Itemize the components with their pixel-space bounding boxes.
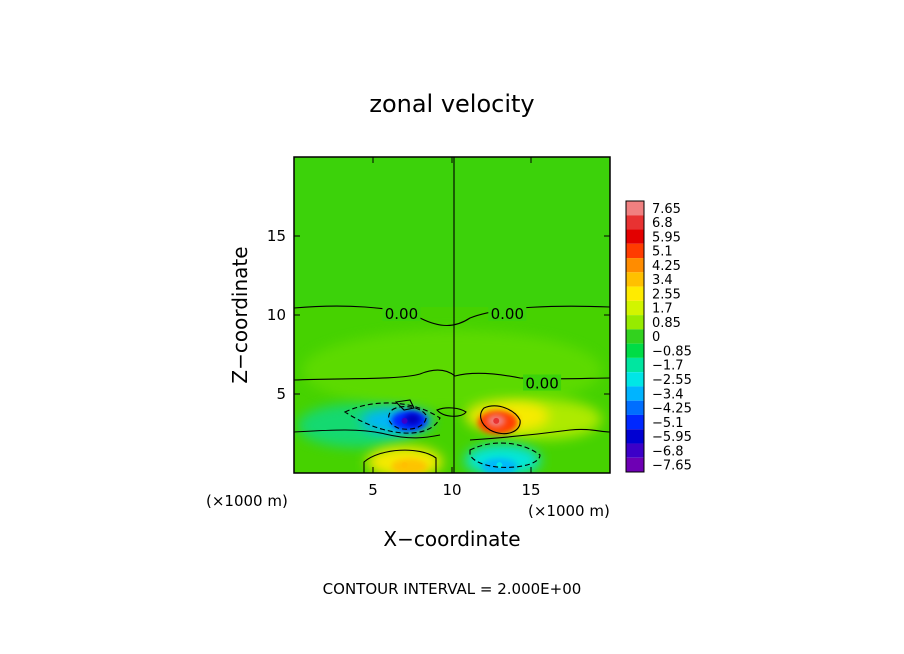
colorbar-swatch [626,400,644,415]
colorbar-swatch [626,429,644,444]
colorbar-swatch [626,343,644,358]
colorbar-swatch [626,386,644,401]
colorbar-label: 5.1 [652,245,673,260]
y-tick-label: 10 [267,306,286,324]
colorbar-swatch [626,443,644,458]
footer-note: CONTOUR INTERVAL = 2.000E+00 [323,580,582,598]
colorbar-label: −5.1 [652,416,684,431]
field-shade [404,413,421,426]
contour-lines [294,157,610,473]
colorbar-label: 6.8 [652,216,673,231]
contour-line [394,399,415,411]
colorbar-label: −5.95 [652,430,692,445]
colorbar-swatch [626,315,644,330]
contour-line [480,405,521,435]
colorbar-label: 7.65 [652,202,681,217]
contour-label-bg [523,374,562,391]
colorbar-swatch [626,229,644,244]
colorbar-label: −2.55 [652,373,692,388]
colorbar-label: 1.7 [652,302,673,317]
colorbar-label: −1.7 [652,359,684,374]
heatmap-field [294,157,610,473]
colorbar-swatch [626,201,644,216]
y-tick-label: 5 [276,385,286,403]
contour-line [388,406,427,430]
contour-label: 0.00 [491,305,524,323]
contour-label-layer: 0.00 0.00 0.00 [382,305,562,393]
axes: 5 10 15 5 10 15 [267,157,610,499]
chart-title: zonal velocity [369,90,534,118]
colorbar-label: 4.25 [652,259,681,274]
contour-line [294,429,441,439]
colorbar-label: 3.4 [652,273,673,288]
colorbar-swatch [626,258,644,273]
field-shade [294,157,610,308]
contour-line [363,449,437,473]
x-tick-label: 5 [368,481,378,499]
contour-label-bg [488,305,527,321]
colorbar-label: 2.55 [652,287,681,302]
contour-line [436,407,467,417]
field-shade [391,458,428,473]
contour-line [294,305,610,327]
colorbar-swatch [626,286,644,301]
colorbar-label: −4.25 [652,402,692,417]
field-shade [302,330,602,411]
colorbar-label: −6.8 [652,444,684,459]
colorbar-label: 0 [652,330,660,345]
colorbar-swatch [626,300,644,316]
colorbar-label: 5.95 [652,230,681,245]
colorbar-frame [625,200,645,473]
x-unit-label-left: (×1000 m) [206,492,288,510]
colorbar-swatch [626,372,644,387]
colorbar-swatch [626,272,644,287]
x-axis-label: X−coordinate [383,527,520,551]
contour-line [469,442,541,468]
colorbar-label: 0.85 [652,316,681,331]
feature-marker [493,417,500,424]
field-features [294,157,610,473]
contour-line [469,428,610,441]
colorbar-swatch [626,414,644,430]
colorbar-swatch [626,457,644,472]
colorbar-swatch [626,329,644,344]
colorbar-swatch [626,215,644,230]
colorbar-swatch [626,357,644,373]
y-axis-label: Z−coordinate [228,246,252,383]
x-unit-label-right: (×1000 m) [528,502,610,520]
x-tick-label: 10 [442,481,461,499]
feature-marker [401,417,408,424]
contour-line [343,402,441,434]
contour-label-bg [382,305,421,321]
x-tick-label: 15 [521,481,540,499]
y-tick-label: 15 [267,227,286,245]
feature-marker [401,462,408,469]
colorbar-label: −3.4 [652,387,684,402]
colorbar-label: −0.85 [652,344,692,359]
contour-label: 0.00 [525,375,558,393]
contour-label: 0.00 [385,305,418,323]
colorbar-swatch [626,243,644,259]
colorbar-label: −7.65 [652,459,692,474]
colorbar: 7.656.85.955.14.253.42.551.70.850−0.85−1… [625,200,692,474]
